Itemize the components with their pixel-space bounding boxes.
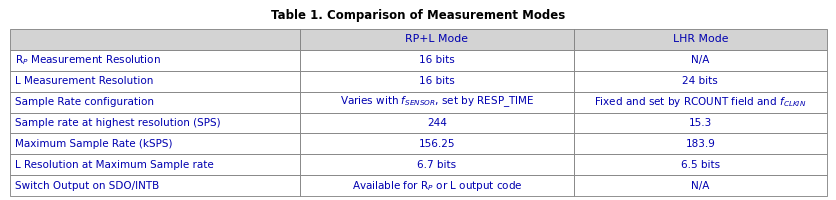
Bar bbox=[573, 175, 826, 196]
Text: Maximum Sample Rate (kSPS): Maximum Sample Rate (kSPS) bbox=[15, 139, 172, 149]
Bar bbox=[299, 112, 573, 133]
Text: Sample Rate configuration: Sample Rate configuration bbox=[15, 97, 154, 107]
Text: Table 1. Comparison of Measurement Modes: Table 1. Comparison of Measurement Modes bbox=[271, 9, 565, 22]
Bar bbox=[10, 133, 299, 154]
Bar bbox=[573, 92, 826, 112]
Text: Sample rate at highest resolution (SPS): Sample rate at highest resolution (SPS) bbox=[15, 118, 221, 128]
Bar bbox=[10, 175, 299, 196]
Bar bbox=[299, 133, 573, 154]
Text: RP+L Mode: RP+L Mode bbox=[405, 34, 468, 44]
Text: 16 bits: 16 bits bbox=[419, 55, 454, 65]
Bar bbox=[299, 175, 573, 196]
Text: N/A: N/A bbox=[691, 55, 709, 65]
Text: 244: 244 bbox=[426, 118, 446, 128]
Text: 16 bits: 16 bits bbox=[419, 76, 454, 86]
Bar bbox=[10, 112, 299, 133]
Text: 6.5 bits: 6.5 bits bbox=[680, 160, 719, 170]
Text: L Resolution at Maximum Sample rate: L Resolution at Maximum Sample rate bbox=[15, 160, 213, 170]
Text: N/A: N/A bbox=[691, 181, 709, 191]
Text: 24 bits: 24 bits bbox=[681, 76, 717, 86]
Bar bbox=[573, 112, 826, 133]
Bar bbox=[299, 71, 573, 92]
Text: 15.3: 15.3 bbox=[688, 118, 711, 128]
Bar bbox=[573, 29, 826, 50]
Text: Varies with $f_{SENSOR}$, set by RESP_TIME: Varies with $f_{SENSOR}$, set by RESP_TI… bbox=[339, 95, 533, 109]
Text: LHR Mode: LHR Mode bbox=[672, 34, 727, 44]
Bar bbox=[10, 71, 299, 92]
Bar bbox=[299, 29, 573, 50]
Text: Fixed and set by RCOUNT field and $f_{CLKIN}$: Fixed and set by RCOUNT field and $f_{CL… bbox=[594, 95, 806, 109]
Text: L Measurement Resolution: L Measurement Resolution bbox=[15, 76, 153, 86]
Bar bbox=[10, 154, 299, 175]
Text: 6.7 bits: 6.7 bits bbox=[417, 160, 456, 170]
Bar bbox=[10, 50, 299, 71]
Bar bbox=[573, 154, 826, 175]
Bar bbox=[573, 133, 826, 154]
Bar bbox=[573, 50, 826, 71]
Bar bbox=[573, 71, 826, 92]
Text: 183.9: 183.9 bbox=[685, 139, 715, 149]
Text: 156.25: 156.25 bbox=[418, 139, 455, 149]
Bar bbox=[10, 92, 299, 112]
Bar bbox=[299, 50, 573, 71]
Bar bbox=[299, 154, 573, 175]
Text: R$_P$ Measurement Resolution: R$_P$ Measurement Resolution bbox=[15, 53, 161, 67]
Text: Switch Output on SDO/INTB: Switch Output on SDO/INTB bbox=[15, 181, 159, 191]
Bar bbox=[299, 92, 573, 112]
Text: Available for R$_P$ or L output code: Available for R$_P$ or L output code bbox=[351, 179, 522, 193]
Bar bbox=[10, 29, 299, 50]
